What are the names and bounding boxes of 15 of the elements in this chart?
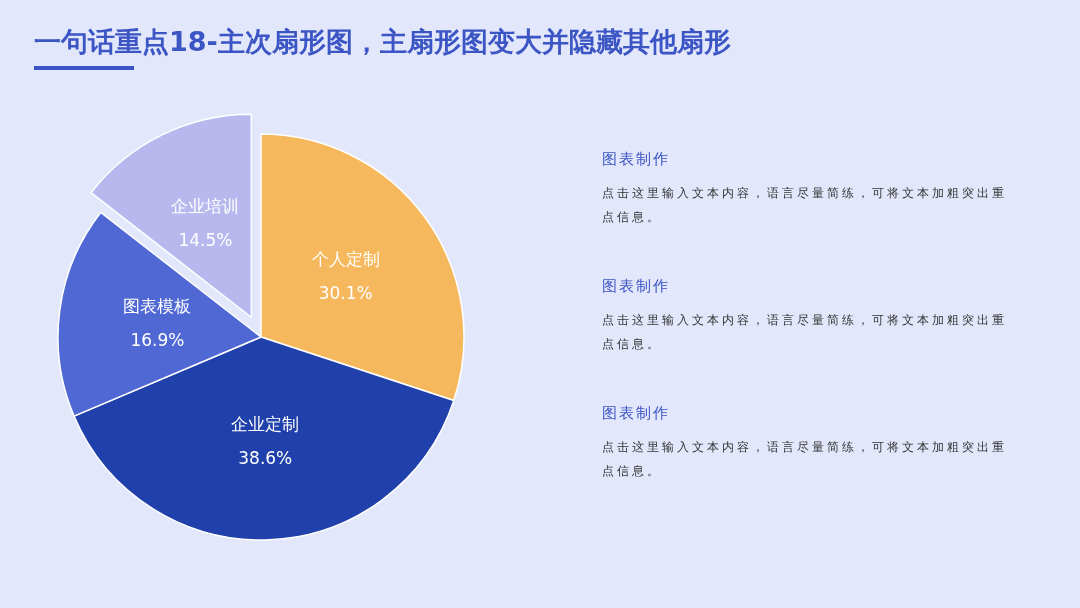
text: 图表制作 bbox=[602, 150, 671, 169]
slice-label: 图表模板 bbox=[123, 296, 192, 317]
chart-title: 一句话重点18-主次扇形图，主扇形图变大并隐藏其他扇形 bbox=[34, 25, 731, 59]
slice-label: 企业培训 bbox=[171, 196, 240, 217]
text: 图表制作 bbox=[602, 277, 671, 296]
text: 点击这里输入文本内容，语言尽量简练，可将文本加粗突出重点信息。 bbox=[602, 185, 1007, 226]
data-label: 16.9% bbox=[130, 330, 185, 351]
data-label: 38.6% bbox=[238, 448, 293, 469]
slice-label: 企业定制 bbox=[231, 414, 300, 435]
data-label: 30.1% bbox=[318, 282, 373, 303]
data-label: 14.5% bbox=[178, 230, 233, 251]
text: 点击这里输入文本内容，语言尽量简练，可将文本加粗突出重点信息。 bbox=[602, 312, 1007, 353]
text: 图表制作 bbox=[602, 404, 671, 423]
text: 点击这里输入文本内容，语言尽量简练，可将文本加粗突出重点信息。 bbox=[602, 439, 1007, 480]
slice-label: 个人定制 bbox=[311, 248, 380, 269]
